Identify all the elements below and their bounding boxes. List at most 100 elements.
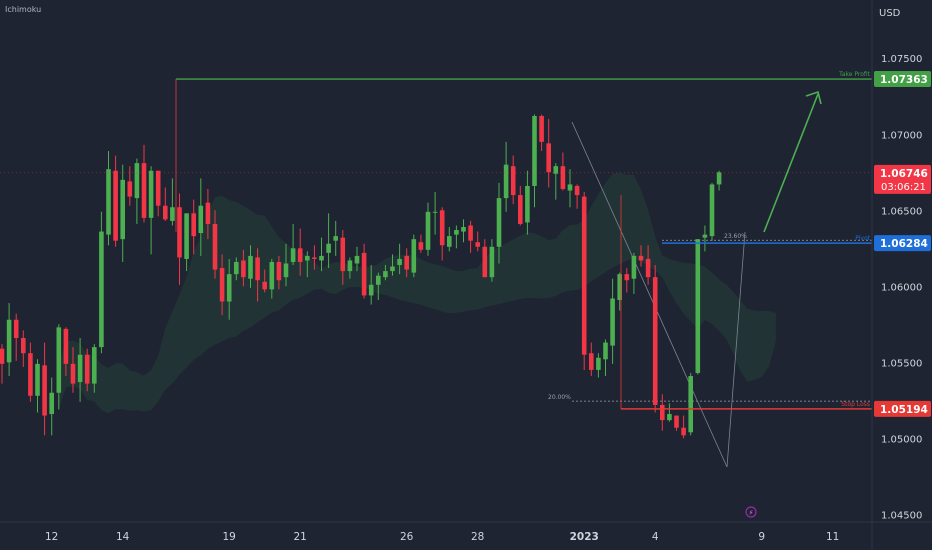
time-tick: 28 <box>471 531 484 543</box>
candle-body <box>475 242 480 247</box>
candle-body <box>574 185 580 196</box>
candle-body <box>134 163 140 199</box>
candle-body <box>652 277 658 405</box>
candle-body <box>141 163 147 218</box>
candle-body <box>297 248 303 262</box>
candle-body <box>127 181 133 197</box>
candle-body <box>113 170 118 241</box>
candle-body <box>709 184 715 237</box>
candle-body <box>482 246 488 278</box>
candle-body <box>0 348 5 364</box>
candle-body <box>92 347 97 384</box>
time-tick: 2023 <box>570 531 599 543</box>
candle-body <box>84 354 90 384</box>
price-axis-panel[interactable] <box>872 0 932 550</box>
candle-body <box>212 223 218 270</box>
candle-body <box>603 342 608 360</box>
candle-body <box>241 260 246 278</box>
candle-body <box>99 231 104 348</box>
candle-body <box>340 237 346 272</box>
candle-body <box>617 274 622 300</box>
candle-body <box>383 271 388 278</box>
pivot-tag <box>874 235 931 252</box>
candle-body <box>418 242 424 250</box>
candle-body <box>361 252 367 296</box>
candle-body <box>596 357 601 370</box>
event-marker[interactable] <box>745 506 757 518</box>
candle-body <box>305 255 310 261</box>
stop-loss-label: Stop Loss <box>841 401 870 408</box>
candle-body <box>49 392 54 415</box>
price-tick: 1.05000 <box>881 434 922 445</box>
candle-body <box>553 166 559 174</box>
take-profit-label: Take Profit <box>838 71 871 78</box>
candle-body <box>276 261 282 281</box>
price-tick: 1.07000 <box>881 130 922 141</box>
candle-body <box>21 338 26 354</box>
candle-body <box>155 170 161 206</box>
candle-body <box>539 116 544 142</box>
candle-body <box>674 415 679 428</box>
cloud-area <box>58 172 776 414</box>
price-tick: 1.06500 <box>881 206 922 217</box>
lightning-icon: ⚡ <box>749 509 754 517</box>
currency-label: USD <box>879 8 901 19</box>
price-tags: 1.07363 1.06284 1.05194 1.06746 03:06:21 <box>874 71 931 417</box>
candle-body <box>681 427 686 436</box>
candle-body <box>354 255 360 264</box>
candle-body <box>397 258 402 266</box>
time-axis[interactable]: 12 14 19 21 26 28 2023 4 9 11 <box>45 531 839 543</box>
candle-body <box>510 166 516 196</box>
time-tick: 14 <box>116 531 130 543</box>
candle-body <box>170 207 175 221</box>
candle-body <box>184 213 189 259</box>
candle-body <box>28 353 33 396</box>
candle-body <box>6 319 12 363</box>
trend-guide <box>726 231 746 468</box>
candle-body <box>283 263 289 278</box>
candle-body <box>525 185 530 223</box>
candle-body <box>13 319 19 339</box>
candlesticks <box>0 114 722 439</box>
current-price-tag <box>874 164 931 194</box>
candle-body <box>468 225 473 241</box>
candle-body <box>581 196 587 355</box>
candle-body <box>347 260 353 272</box>
trade-levels: Take Profit Pivot Stop Loss <box>0 71 872 410</box>
candle-body <box>432 211 438 213</box>
candle-body <box>290 248 296 262</box>
candle-body <box>368 284 374 296</box>
time-tick: 4 <box>652 531 659 543</box>
take-profit-tag <box>874 71 931 88</box>
current-price-text: 1.06746 <box>880 168 928 180</box>
candle-body <box>219 268 225 302</box>
fib-label: 23.60% <box>724 233 747 240</box>
candle-body <box>667 414 672 421</box>
time-tick: 11 <box>826 531 839 543</box>
candle-body <box>518 195 523 224</box>
time-tick: 26 <box>400 531 414 543</box>
price-tick: 1.06000 <box>881 282 922 293</box>
candle-body <box>702 234 708 238</box>
candle-body <box>106 169 111 235</box>
pivot-label: Pivot <box>855 235 870 242</box>
candle-body <box>269 261 275 290</box>
time-tick: 9 <box>758 531 765 543</box>
candle-body <box>716 172 722 185</box>
candle-body <box>461 227 466 232</box>
candle-body <box>42 365 47 416</box>
candle-body <box>390 266 395 272</box>
candle-body <box>120 179 125 240</box>
price-tick: 1.05500 <box>881 358 922 369</box>
arrow-head-icon <box>805 90 822 105</box>
candle-body <box>262 281 267 290</box>
candle-body <box>248 255 253 279</box>
candle-body <box>631 255 637 279</box>
candle-body <box>454 230 459 235</box>
candle-body <box>411 239 417 273</box>
pivot-tag-text: 1.06284 <box>880 238 928 250</box>
candle-body <box>77 354 83 383</box>
price-tick: 1.04500 <box>881 510 922 521</box>
